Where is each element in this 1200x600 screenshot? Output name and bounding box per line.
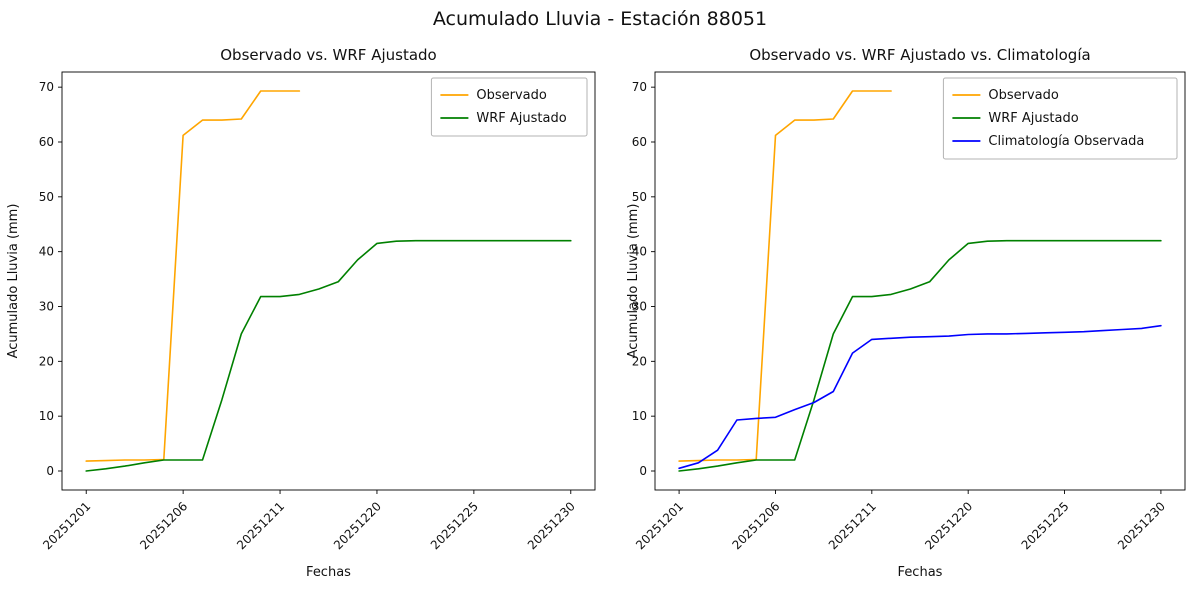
- figure-title: Acumulado Lluvia - Estación 88051: [432, 8, 768, 30]
- axes-frame: [654, 71, 1186, 491]
- series-line-climatología-observada: [678, 324, 1162, 470]
- y-axis-label: Acumulado Lluvia (mm): [6, 204, 21, 359]
- x-tick-label: 20251225: [428, 499, 481, 552]
- y-tick-label: 30: [632, 299, 647, 313]
- x-tick-label: 20251201: [633, 499, 686, 552]
- x-tick-label: 20251206: [729, 499, 782, 552]
- x-tick-label: 20251201: [40, 499, 93, 552]
- x-tick-label: 20251220: [922, 499, 975, 552]
- legend-box: [942, 77, 1178, 160]
- y-tick-label: 40: [632, 245, 647, 259]
- y-axis-label: Acumulado Lluvia (mm): [626, 204, 641, 359]
- y-tick-label: 70: [39, 80, 54, 94]
- chart-svg: 0 10 20 30 40 50 60 70 20251201 20251206 20251211 2…: [626, 46, 1186, 580]
- x-tick-label: 20251211: [234, 499, 287, 552]
- y-tick-label: 0: [46, 464, 54, 478]
- legend-box: [430, 77, 588, 137]
- y-tick-label: 10: [39, 409, 54, 423]
- legend-label: Observado: [988, 88, 1059, 103]
- subplot-title: Observado vs. WRF Ajustado vs. Climatolo…: [749, 46, 1090, 64]
- chart-svg: 0 10 20 30 40 50 60 70 20251201 20251206 20251211 2…: [6, 46, 596, 580]
- x-tick-label: 20251230: [1115, 499, 1168, 552]
- series-line-wrf-ajustado: [678, 239, 1162, 472]
- y-tick-label: 50: [632, 190, 647, 204]
- series-line-wrf-ajustado: [85, 239, 572, 472]
- x-tick-label: 20251206: [137, 499, 190, 552]
- x-tick-label: 20251225: [1019, 499, 1072, 552]
- x-tick-label: 20251220: [331, 499, 384, 552]
- legend-label: Climatología Observada: [988, 134, 1144, 149]
- y-tick-label: 0: [639, 464, 647, 478]
- x-tick-label: 20251230: [525, 499, 578, 552]
- x-axis-label: Fechas: [306, 565, 351, 580]
- y-tick-label: 20: [39, 354, 54, 368]
- series-line-observado: [85, 90, 301, 462]
- y-tick-label: 50: [39, 190, 54, 204]
- legend-label: Observado: [476, 88, 547, 103]
- y-tick-label: 40: [39, 245, 54, 259]
- y-tick-label: 30: [39, 299, 54, 313]
- y-tick-label: 20: [632, 354, 647, 368]
- subplot-observado-vs-wrf: 0 10 20 30 40 50 60 70 20251201 20251206 20251211 2…: [6, 46, 596, 580]
- series-line-observado: [678, 90, 892, 462]
- x-axis-label: Fechas: [898, 565, 943, 580]
- subplot-observado-vs-wrf-vs-climatologia: 0 10 20 30 40 50 60 70 20251201 20251206 20251211 2…: [620, 0, 1200, 600]
- legend-label: WRF Ajustado: [476, 111, 566, 126]
- x-tick-label: 20251211: [826, 499, 879, 552]
- y-tick-label: 60: [632, 135, 647, 149]
- axes-frame: [61, 71, 596, 491]
- y-tick-label: 60: [39, 135, 54, 149]
- subplot-title: Observado vs. WRF Ajustado: [220, 46, 436, 64]
- y-tick-label: 70: [632, 80, 647, 94]
- legend-label: WRF Ajustado: [988, 111, 1078, 126]
- y-tick-label: 10: [632, 409, 647, 423]
